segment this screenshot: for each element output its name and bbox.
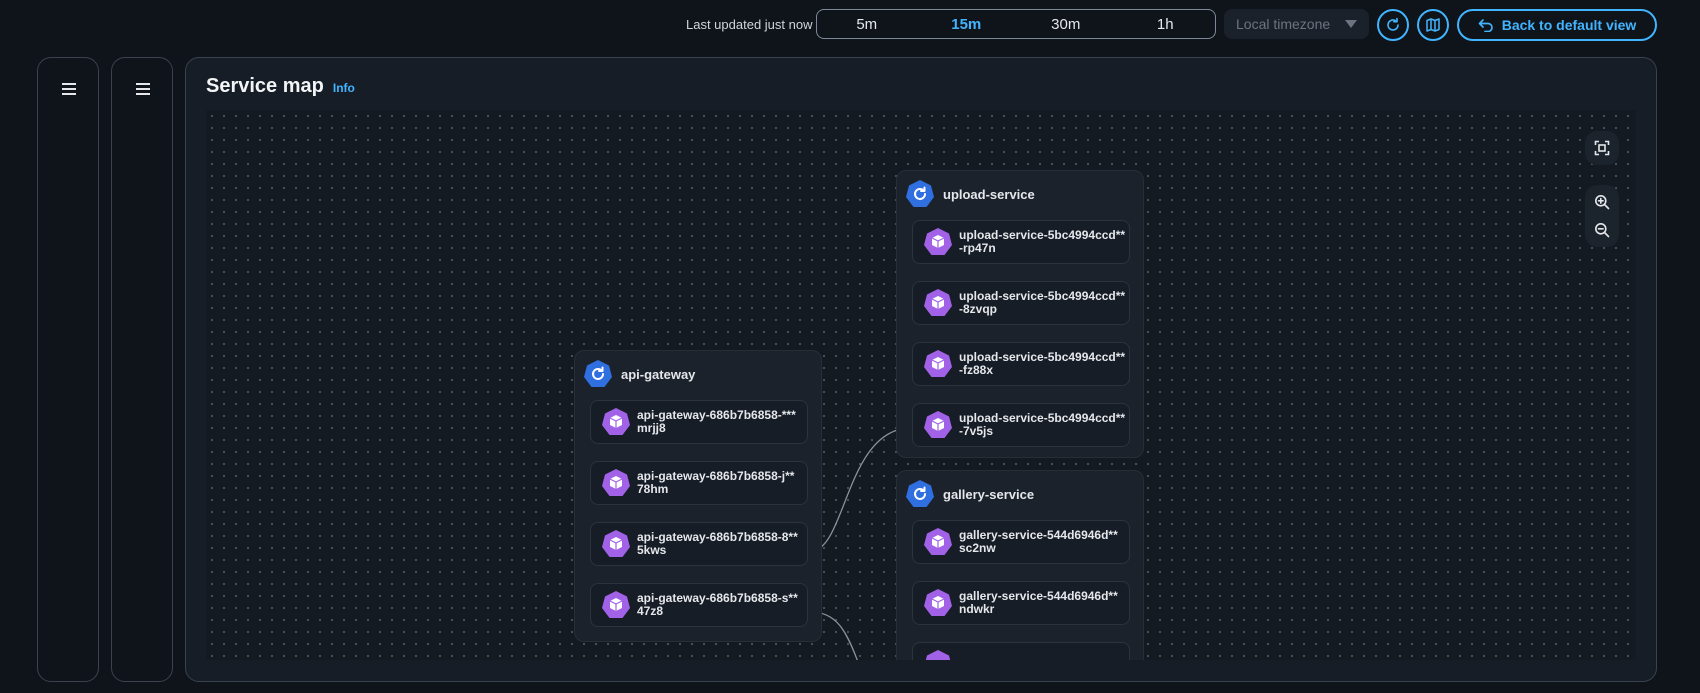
zoom-out-button[interactable] [1585, 216, 1619, 244]
pod-node[interactable]: upload-service-5bc4994ccd** -rp47n [912, 220, 1130, 264]
pod-node[interactable]: upload-service-5bc4994ccd** -7v5js [912, 403, 1130, 447]
pod-cube-icon [924, 589, 952, 616]
service-name: api-gateway [621, 366, 696, 382]
service-group-header[interactable]: api-gateway [583, 359, 695, 389]
pod-name: api-gateway-686b7b6858-j** 78hm [637, 469, 795, 496]
page-title: Service map [206, 75, 324, 97]
back-to-default-view-button[interactable]: Back to default view [1457, 9, 1657, 41]
pod-node[interactable]: api-gateway-686b7b6858-j** 78hm [590, 461, 808, 505]
pod-node[interactable]: api-gateway-686b7b6858-s** 47z8 [590, 583, 808, 627]
pod-node[interactable]: api-gateway-686b7b6858-8** 5kws [590, 522, 808, 566]
service-group-api-gateway: api-gateway api-gateway-686b7b6858-*** m… [574, 350, 822, 642]
zoom-in-button[interactable] [1585, 188, 1619, 216]
edge-api-to-upload [810, 427, 912, 552]
range-15m[interactable]: 15m [951, 15, 982, 33]
pod-cube-icon [602, 530, 630, 557]
pod-name: upload-service-5bc4994ccd** -rp47n [959, 228, 1126, 255]
pod-name: gallery-service-544d6946d** ndwkr [959, 589, 1118, 616]
pod-node[interactable]: upload-service-5bc4994ccd** -fz88x [912, 342, 1130, 386]
pod-node-partial[interactable] [912, 642, 1130, 660]
service-map-panel: Service map Info upload-service [185, 57, 1657, 682]
refresh-button[interactable] [1377, 9, 1409, 41]
service-name: upload-service [943, 186, 1035, 202]
menu-icon[interactable] [62, 83, 76, 95]
pod-name: api-gateway-686b7b6858-8** 5kws [637, 530, 798, 557]
fit-view-button[interactable] [1585, 134, 1619, 162]
time-range-selector: 5m 15m 30m 1h [816, 9, 1216, 39]
last-updated-text: Last updated just now [686, 17, 813, 32]
pod-name: upload-service-5bc4994ccd** -8zvqp [959, 289, 1126, 316]
service-icon [584, 360, 612, 387]
service-name: gallery-service [943, 486, 1035, 502]
service-icon [906, 180, 934, 207]
range-1h[interactable]: 1h [1156, 15, 1174, 33]
pod-name: upload-service-5bc4994ccd** -fz88x [959, 350, 1126, 377]
info-link[interactable]: Info [332, 81, 355, 95]
pod-cube-icon [602, 408, 630, 435]
pod-node[interactable]: upload-service-5bc4994ccd** -8zvqp [912, 281, 1130, 325]
service-group-gallery: gallery-service gallery-service-544d6946… [896, 470, 1144, 660]
pod-name: api-gateway-686b7b6858-s** 47z8 [637, 591, 798, 618]
timezone-placeholder: Local timezone [1236, 16, 1331, 32]
pod-cube-icon [924, 350, 952, 377]
fit-view-control [1585, 131, 1619, 165]
pod-name: upload-service-5bc4994ccd** -7v5js [959, 411, 1126, 438]
pod-cube-icon [924, 411, 952, 438]
undo-arrow-icon [1478, 19, 1493, 32]
pod-node[interactable]: api-gateway-686b7b6858-*** mrjj8 [590, 400, 808, 444]
caret-down-icon [1345, 20, 1357, 28]
zoom-out-icon [1595, 223, 1610, 238]
pod-cube-icon [924, 528, 952, 555]
pod-name: api-gateway-686b7b6858-*** mrjj8 [637, 408, 796, 435]
range-5m[interactable]: 5m [856, 15, 878, 33]
timezone-select[interactable]: Local timezone [1224, 9, 1369, 39]
map-icon [1426, 18, 1440, 32]
pod-node[interactable]: gallery-service-544d6946d** ndwkr [912, 581, 1130, 625]
service-icon [906, 480, 934, 507]
service-group-header[interactable]: upload-service [905, 179, 1035, 209]
map-view-button[interactable] [1417, 9, 1449, 41]
back-button-label: Back to default view [1501, 17, 1637, 33]
refresh-icon [1387, 17, 1399, 31]
service-map-canvas[interactable]: upload-service upload-service-5bc4994ccd… [206, 110, 1636, 660]
pod-cube-icon [924, 228, 952, 255]
pod-name: gallery-service-544d6946d** sc2nw [959, 528, 1118, 555]
zoom-in-icon [1595, 195, 1610, 210]
pod-cube-icon [925, 650, 951, 660]
service-group-upload: upload-service upload-service-5bc4994ccd… [896, 170, 1144, 458]
fit-view-icon [1594, 140, 1610, 156]
range-30m[interactable]: 30m [1051, 15, 1081, 33]
pod-cube-icon [602, 469, 630, 496]
side-panel-left [37, 57, 99, 682]
side-panel-second [111, 57, 173, 682]
pod-cube-icon [602, 591, 630, 618]
pod-node[interactable]: gallery-service-544d6946d** sc2nw [912, 520, 1130, 564]
zoom-controls [1585, 185, 1619, 247]
service-group-header[interactable]: gallery-service [905, 479, 1034, 509]
pod-cube-icon [924, 289, 952, 316]
menu-icon[interactable] [136, 83, 150, 95]
top-toolbar: Last updated just now 5m 15m 30m 1h Loca… [0, 0, 1700, 50]
